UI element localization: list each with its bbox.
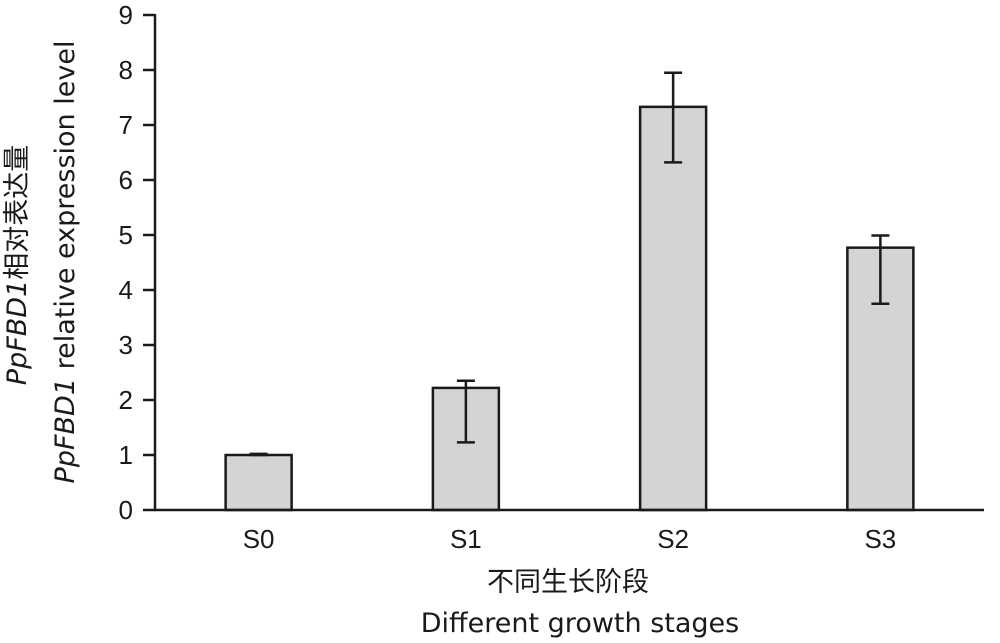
y-axis-title-en-rest: relative expression level [50, 41, 81, 378]
x-axis-title-english: Different growth stages [421, 608, 739, 639]
y-tick-label-3: 3 [119, 330, 133, 360]
y-axis-ticks: 0 1 2 3 4 5 6 7 8 9 [119, 0, 155, 525]
bar-S0 [224, 453, 293, 512]
x-tick-label-S1: S1 [450, 524, 482, 554]
x-axis-ticks: S0 S1 S2 S3 [243, 524, 897, 554]
y-tick-label-9: 9 [119, 0, 133, 30]
y-axis-title-chinese: PpFBD1相对表达量 [2, 145, 33, 385]
y-tick-label-7: 7 [119, 110, 133, 140]
x-axis-title-chinese: 不同生长阶段 [487, 567, 649, 598]
y-axis-title-english: PpFBD1 relative expression level [50, 41, 81, 484]
x-tick-label-S0: S0 [243, 524, 275, 554]
bar-S2 [638, 105, 708, 512]
x-tick-label-S2: S2 [657, 524, 689, 554]
y-axis-title-cn-rest: 相对表达量 [2, 145, 33, 280]
y-axis-title-gene-en: PpFBD1 [50, 378, 81, 483]
y-tick-label-4: 4 [119, 275, 133, 305]
y-tick-label-0: 0 [119, 495, 133, 525]
error-bars-group [249, 71, 890, 457]
y-tick-label-2: 2 [119, 385, 133, 415]
y-tick-label-1: 1 [119, 440, 133, 470]
y-tick-label-6: 6 [119, 165, 133, 195]
y-axis-title-gene-cn: PpFBD1 [2, 280, 33, 385]
y-tick-label-5: 5 [119, 220, 133, 250]
bars-group [224, 105, 915, 512]
y-tick-label-8: 8 [119, 55, 133, 85]
x-tick-label-S3: S3 [864, 524, 896, 554]
